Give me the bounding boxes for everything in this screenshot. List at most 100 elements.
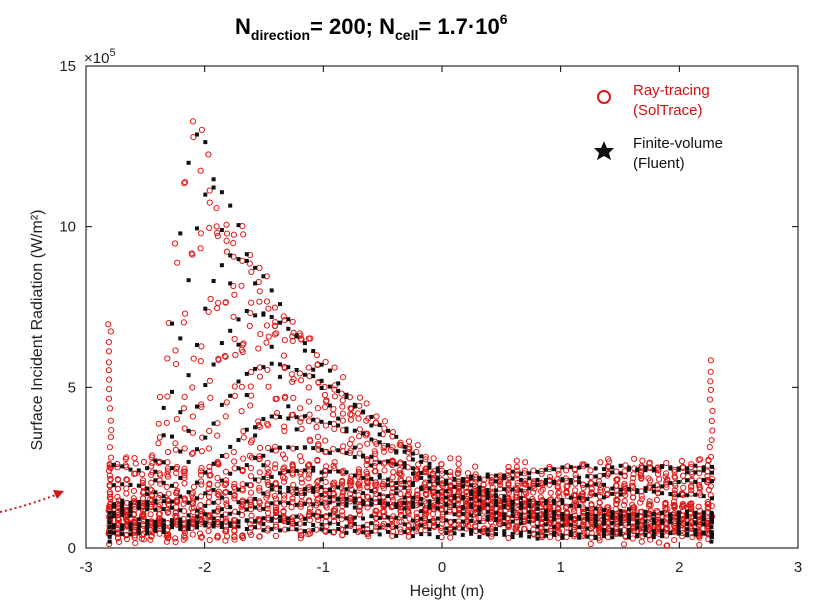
- finite-volume-point: [610, 515, 615, 520]
- ray-tracing-point: [405, 488, 412, 495]
- finite-volume-point: [460, 484, 465, 489]
- ray-tracing-point: [497, 481, 504, 488]
- finite-volume-point: [444, 531, 449, 536]
- finite-volume-point: [107, 520, 112, 525]
- ray-tracing-point: [181, 495, 188, 502]
- ray-tracing-point: [630, 483, 637, 490]
- ray-tracing-point: [231, 383, 238, 390]
- finite-volume-point: [178, 336, 183, 341]
- arrow-line: [0, 493, 59, 513]
- finite-volume-point: [643, 528, 648, 533]
- finite-volume-point: [709, 525, 714, 530]
- finite-volume-point: [203, 435, 208, 440]
- finite-volume-point: [195, 447, 199, 452]
- ray-tracing-point: [356, 450, 363, 457]
- finite-volume-point: [361, 409, 366, 414]
- finite-volume-point: [585, 463, 590, 468]
- ray-tracing-point: [613, 476, 620, 483]
- finite-volume-point: [161, 530, 166, 534]
- finite-volume-point: [560, 498, 565, 503]
- finite-volume-point: [410, 457, 415, 462]
- finite-volume-point: [244, 393, 249, 397]
- ray-tracing-point: [271, 465, 279, 472]
- finite-volume-point: [643, 519, 648, 524]
- finite-volume-point: [643, 488, 648, 493]
- finite-volume-point: [236, 500, 241, 505]
- finite-volume-point: [186, 373, 191, 378]
- finite-volume-point: [651, 528, 656, 533]
- finite-volume-point: [195, 521, 199, 526]
- ray-tracing-point: [363, 432, 370, 439]
- finite-volume-point: [444, 479, 449, 484]
- finite-volume-point: [568, 522, 573, 527]
- finite-volume-point: [527, 503, 532, 508]
- finite-volume-point: [469, 490, 474, 495]
- finite-volume-point: [452, 531, 457, 536]
- finite-volume-point: [203, 512, 208, 517]
- finite-volume-point: [560, 501, 565, 506]
- ray-tracing-point: [156, 393, 164, 401]
- finite-volume-point: [269, 315, 274, 319]
- finite-volume-point: [444, 481, 449, 486]
- finite-volume-point: [327, 368, 332, 373]
- finite-volume-point: [626, 487, 631, 491]
- ray-tracing-point: [356, 443, 363, 450]
- ray-tracing-point: [107, 464, 114, 472]
- ray-tracing-point: [371, 448, 378, 455]
- ray-tracing-point: [438, 491, 446, 498]
- finite-volume-point: [311, 512, 316, 517]
- ray-tracing-point: [380, 481, 387, 488]
- finite-volume-point: [568, 465, 573, 470]
- ray-tracing-point: [206, 377, 213, 384]
- ray-tracing-point: [264, 420, 271, 427]
- ray-tracing-point: [105, 395, 113, 402]
- finite-volume-point: [361, 516, 366, 521]
- ray-tracing-point: [206, 536, 213, 544]
- finite-volume-point: [435, 489, 440, 494]
- finite-volume-point: [278, 374, 282, 379]
- finite-volume-point: [136, 506, 141, 511]
- finite-volume-point: [128, 509, 133, 514]
- ray-tracing-point: [238, 512, 245, 519]
- x-tick-label: 0: [438, 559, 446, 576]
- ray-tracing-point: [381, 467, 388, 474]
- finite-volume-point: [427, 479, 432, 484]
- finite-volume-point: [107, 515, 112, 520]
- finite-volume-point: [552, 467, 557, 472]
- finite-volume-point: [710, 464, 714, 469]
- finite-volume-point: [593, 523, 598, 528]
- finite-volume-point: [485, 509, 490, 514]
- ray-tracing-point: [181, 445, 188, 452]
- finite-volume-point: [502, 522, 507, 527]
- finite-volume-point: [178, 449, 183, 454]
- finite-volume-point: [635, 512, 640, 517]
- finite-volume-point: [311, 486, 316, 491]
- ray-tracing-point: [247, 465, 254, 472]
- ray-tracing-point: [231, 495, 238, 502]
- ray-tracing-point: [646, 498, 653, 505]
- ray-tracing-point: [297, 453, 304, 460]
- finite-volume-point: [153, 498, 158, 503]
- finite-volume-point: [635, 490, 640, 495]
- ray-tracing-point: [587, 540, 594, 548]
- ray-tracing-point: [604, 491, 611, 499]
- ray-tracing-point: [406, 446, 413, 453]
- finite-volume-point: [693, 492, 698, 497]
- ray-tracing-point: [248, 437, 256, 444]
- ray-tracing-point: [521, 467, 528, 474]
- finite-volume-point: [153, 519, 158, 524]
- finite-volume-point: [585, 534, 590, 539]
- ray-tracing-point: [263, 298, 271, 305]
- finite-volume-point: [145, 529, 150, 533]
- finite-volume-point: [211, 177, 216, 182]
- finite-volume-point: [352, 428, 357, 433]
- finite-volume-point: [710, 470, 714, 475]
- finite-volume-point: [685, 493, 689, 498]
- finite-volume-point: [186, 490, 191, 495]
- finite-volume-point: [294, 468, 299, 473]
- ray-tracing-point: [587, 479, 594, 486]
- finite-volume-point: [278, 471, 282, 476]
- finite-volume-point: [253, 265, 258, 270]
- finite-volume-point: [186, 500, 191, 505]
- ray-tracing-point: [330, 517, 338, 525]
